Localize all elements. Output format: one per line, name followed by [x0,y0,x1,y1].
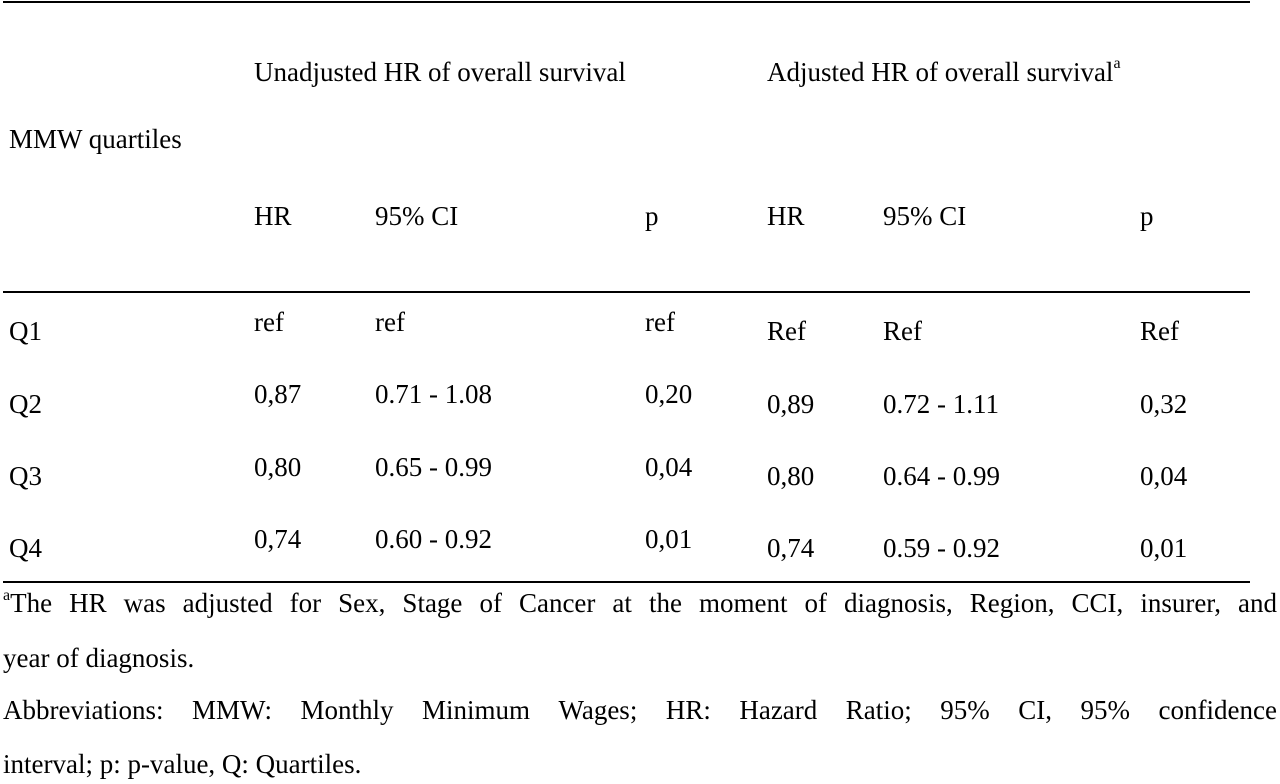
footnote-word: diagnosis, [843,588,953,618]
table-top-rule [3,1,1250,3]
footnote-word: moment [698,588,788,618]
table-cell: 0.60 - 0.92 [375,524,492,554]
table-bottom-rule [3,581,1250,583]
footnote-word: Monthly [300,695,394,725]
footnote-word: Wages; [558,695,638,725]
table-cell: Ref [767,316,806,346]
footnote-word: 95% [940,695,990,725]
table-cell: 0,01 [645,524,693,554]
footnote-a-marker: a [3,587,11,604]
footnote-word: Ratio; [845,695,912,725]
footnote-a-line2: year of diagnosis. [3,643,195,673]
footnote-word: at [612,588,632,618]
table-cell: 0.71 - 1.08 [375,379,492,409]
table-cell: 0,32 [1140,389,1188,419]
subheader-hr-unadjusted: HR [254,201,292,231]
abbreviations-line1-words: Abbreviations: MMW: Monthly Minimum Wages; HR… [3,691,1277,730]
table-cell: ref [254,307,284,337]
footnote-word: Region, [969,588,1055,618]
table-cell: 0,74 [767,533,815,563]
table-row-label: Q1 [9,316,42,346]
footnote-word: Cancer [518,588,596,618]
footnote-word: of [804,588,827,618]
footnote-word: the [648,588,682,618]
footnote-word: HR: [665,695,711,725]
footnote-word: MMW: [191,695,272,725]
footnote-a-line1: aThe HR was adjusted for Sex, Stage of Cancer at t… [3,584,1277,623]
footnote-a-line1-words: aThe HR was adjusted for Sex, Stage of Cancer at t… [3,584,1277,623]
subheader-p-adjusted: p [1140,201,1154,231]
table-row-label: Q3 [9,461,42,491]
row-header-label: MMW quartiles [9,124,182,154]
footnote-word: 95% [1080,695,1131,725]
table-cell: 0,87 [254,379,302,409]
footnote-word: was [123,588,166,618]
footnote-word: Minimum [422,695,531,725]
footnote-word: Hazard [739,695,818,725]
footnote-word: Sex, [338,588,386,618]
footnote-word: Abbreviations: [3,695,164,725]
group-header-adjusted-label: Adjusted HR of overall survival [767,57,1114,87]
table-cell: 0,01 [1140,533,1188,563]
table-cell: Ref [883,316,922,346]
table-cell: 0,20 [645,379,693,409]
table-cell: 0,80 [767,461,815,491]
table-cell: 0.65 - 0.99 [375,452,492,482]
abbreviations-line2: interval; p: p-value, Q: Quartiles. [3,749,362,779]
group-header-unadjusted-label: Unadjusted HR of overall survival [254,57,626,87]
table-cell: 0.72 - 1.11 [883,389,999,419]
footnote-word: CCI, [1071,588,1124,618]
table-row-label: Q4 [9,533,42,563]
footnote-word: Stage [402,588,463,618]
group-header-unadjusted: Unadjusted HR of overall survival [254,56,626,88]
table-cell: 0.64 - 0.99 [883,461,1000,491]
subheader-ci-adjusted: 95% CI [883,201,967,231]
table-cell: 0,80 [254,452,302,482]
subheader-ci-unadjusted: 95% CI [375,201,459,231]
footnote-word: for [289,588,322,618]
footnote-word: of [479,588,502,618]
table-header-rule [3,291,1250,293]
footnote-word: adjusted [182,588,273,618]
table-cell: 0,74 [254,524,302,554]
table-cell: 0,04 [1140,461,1188,491]
footnote-word: insurer, [1140,588,1221,618]
subheader-p-unadjusted: p [645,201,659,231]
group-header-adjusted-superscript: a [1113,55,1121,72]
group-header-adjusted: Adjusted HR of overall survivala [767,56,1121,88]
table-row-label: Q2 [9,389,42,419]
table-cell: ref [645,307,675,337]
subheader-hr-adjusted: HR [767,201,805,231]
footnote-word: and [1237,588,1277,618]
footnote-word: confidence [1158,695,1277,725]
table-cell: ref [375,307,405,337]
footnote-word: aThe [3,587,53,619]
footnote-word: CI, [1018,695,1053,725]
table-cell: Ref [1140,316,1179,346]
table-cell: 0,89 [767,389,815,419]
abbreviations-line1: Abbreviations: MMW: Monthly Minimum Wages; HR… [3,691,1277,730]
table-cell: 0.59 - 0.92 [883,533,1000,563]
footnote-word: HR [69,588,107,618]
table-cell: 0,04 [645,452,693,482]
